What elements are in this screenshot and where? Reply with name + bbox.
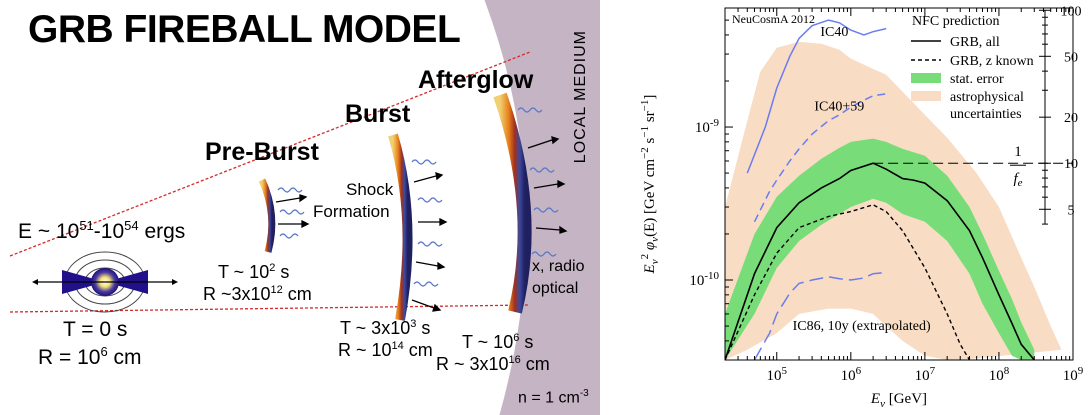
x-tick-label: 108	[989, 365, 1010, 384]
cone-lower-edge	[9, 304, 531, 313]
neutrino-flux-chart: 105 106 107 108 109 10-10 10-9 5 10 20 50 100 1 fe Neu…	[640, 0, 1090, 415]
r2-label: R ~ 1014 cm	[338, 340, 433, 360]
right-tick-label: 20	[1064, 111, 1078, 126]
central-engine	[32, 251, 178, 313]
series-grb-z-known	[725, 204, 971, 360]
x-axis-label: Eν [GeV]	[870, 391, 927, 410]
watermark-label: NeuCosmA 2012	[732, 12, 815, 26]
y-axis-label: Eν2 φν(E) [GeV cm−2 s−1 sr−1]	[640, 95, 661, 275]
density-label: n = 1 cm-3	[518, 388, 589, 407]
legend-swatch-astro	[911, 91, 941, 101]
series-ic40	[746, 19, 887, 174]
legend-label-astro-1: astrophysical	[950, 90, 1024, 105]
annotation-ic86: IC86, 10y (extrapolated)	[793, 319, 931, 334]
energy-label: E ~ 1051-1054 ergs	[18, 218, 186, 243]
right-tick-label: 100	[1061, 4, 1082, 19]
x-tick-label: 109	[1063, 365, 1084, 384]
right-tick-label: 50	[1064, 50, 1078, 65]
y-tick-label: 10-9	[695, 117, 720, 136]
optical-label: optical	[532, 280, 579, 297]
t1-label: T ~ 102 s	[218, 262, 290, 282]
r3-label: R ~ 3x1016 cm	[436, 354, 550, 374]
shell-preburst	[258, 178, 276, 253]
plot-frame	[724, 7, 1074, 361]
shell-arrows	[275, 136, 568, 312]
r0-label: R = 106 cm	[38, 344, 142, 369]
x-tick-label: 107	[915, 365, 936, 384]
annotation-ic40: IC40	[820, 25, 848, 40]
x-tick-label: 106	[841, 365, 862, 384]
shock-label: Shock	[346, 180, 394, 199]
x-tick-label: 105	[767, 365, 788, 384]
t3-label: T ~ 106 s	[462, 332, 534, 352]
legend-label-astro-2: uncertainties	[950, 107, 1022, 122]
chart-svg: 105 106 107 108 109 10-10 10-9 5 10 20 50 100 1 fe Neu…	[640, 4, 1084, 410]
annotation-ic40-59: IC40+59	[814, 100, 864, 115]
right-tick-label: 10	[1064, 157, 1078, 172]
shell-afterglow	[493, 92, 532, 314]
y-tick-label: 10-10	[689, 270, 719, 289]
legend-title: NFC prediction	[912, 14, 1000, 29]
burst-label: Burst	[345, 100, 411, 128]
legend-swatch-stat	[911, 73, 941, 83]
stat-error-band	[725, 138, 1035, 360]
right-axis-label-num: 1	[1014, 144, 1022, 160]
r1-label: R ~3x1012 cm	[203, 284, 312, 304]
afterglow-label: Afterglow	[418, 66, 534, 94]
photon-waves	[277, 107, 559, 287]
shell-burst	[388, 133, 413, 321]
xradio-label: x, radio	[532, 258, 585, 275]
cone-upper-edge	[9, 51, 531, 257]
formation-label: Formation	[313, 202, 390, 221]
fireball-diagram: GRB FIREBALL MODEL E ~ 1051-1054 ergs Pr…	[9, 0, 600, 415]
preburst-label: Pre-Burst	[205, 138, 319, 166]
series-ic86	[753, 271, 887, 360]
legend-label-stat: stat. error	[950, 72, 1004, 87]
series-grb-all	[725, 162, 1035, 360]
t2-label: T ~ 3x103 s	[340, 318, 431, 338]
legend-label-grb-all: GRB, all	[950, 35, 1000, 50]
right-tick-label: 5	[1068, 203, 1075, 218]
series-ic40-59	[753, 93, 887, 223]
right-axis-label-den: fe	[1013, 171, 1022, 189]
diagram-title: GRB FIREBALL MODEL	[28, 8, 461, 51]
local-medium-label: LOCAL MEDIUM	[572, 30, 589, 164]
t0-label: T = 0 s	[63, 318, 128, 341]
legend-label-grb-z: GRB, z known	[950, 54, 1034, 69]
